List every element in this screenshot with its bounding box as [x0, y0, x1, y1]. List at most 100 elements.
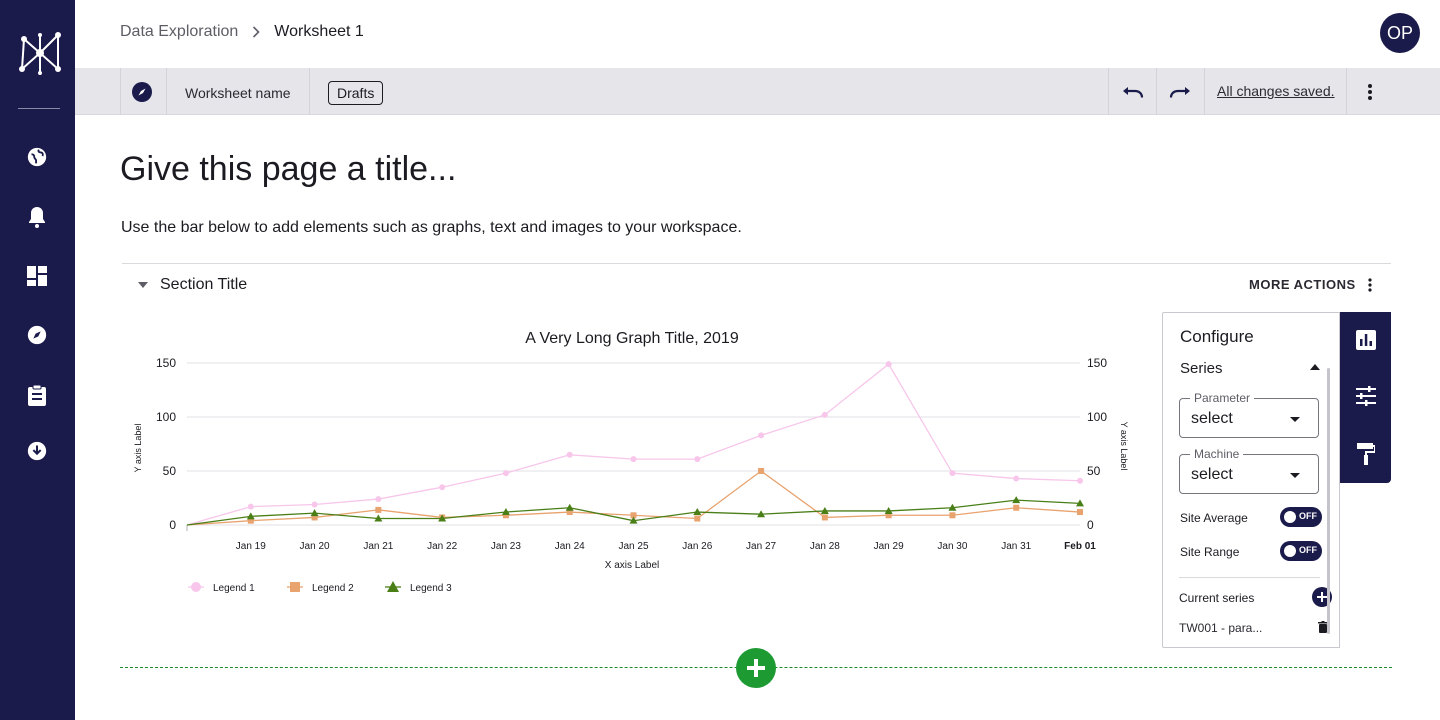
chart-series: [186, 361, 1084, 526]
chart-config-button[interactable]: [1354, 328, 1378, 352]
drafts-button[interactable]: Drafts: [328, 81, 384, 105]
dashboard-icon: [27, 266, 47, 286]
x-tick-label: Jan 24: [555, 541, 585, 552]
site-range-label: Site Range: [1180, 545, 1240, 559]
configure-divider: [1179, 577, 1320, 578]
chart-title: A Very Long Graph Title, 2019: [525, 330, 739, 347]
style-button[interactable]: [1354, 442, 1378, 466]
dropdown-arrow-icon: [1290, 473, 1300, 478]
x-tick-label: Jan 31: [1001, 541, 1031, 552]
series-label: Series: [1180, 360, 1223, 377]
data-point: [1076, 499, 1084, 507]
machine-select[interactable]: Machine select: [1179, 447, 1319, 494]
toolbar-divider: [1108, 68, 1109, 115]
y-tick-label: 150: [156, 356, 176, 370]
clipboard-icon: [28, 384, 46, 406]
series-collapse-toggle[interactable]: Series: [1180, 360, 1320, 377]
sidebar-item-download[interactable]: [25, 439, 49, 463]
breadcrumb-data-exploration[interactable]: Data Exploration: [120, 23, 239, 40]
data-point: [246, 512, 255, 520]
data-point: [501, 508, 510, 516]
delete-series-button[interactable]: [1318, 621, 1328, 636]
configure-panel: Configure Series Parameter select Machin…: [1162, 312, 1340, 648]
data-point: [565, 503, 574, 511]
site-average-toggle[interactable]: OFF: [1280, 507, 1322, 527]
x-axis: Jan 19 Jan 20 Jan 21 Jan 22 Jan 23 Jan 24 Jan …: [236, 541, 1097, 552]
sidebar: [0, 0, 75, 720]
explore-button[interactable]: [132, 82, 152, 102]
data-point: [693, 508, 702, 516]
toolbar-more-button[interactable]: [1358, 80, 1382, 104]
series-3: [186, 496, 1084, 526]
series-item-label: TW001 - para...: [1179, 621, 1263, 635]
data-point: [375, 496, 382, 503]
data-point: [630, 456, 637, 463]
data-point: [694, 456, 701, 463]
machine-label: Machine: [1190, 447, 1244, 461]
legend-label: Legend 3: [410, 583, 452, 594]
redo-button[interactable]: [1168, 80, 1192, 104]
machine-value: select: [1191, 466, 1233, 483]
data-point: [1013, 504, 1020, 511]
sidebar-item-dashboard[interactable]: [25, 264, 49, 288]
x-tick-label: Jan 22: [427, 541, 457, 552]
sidebar-item-globe[interactable]: [25, 145, 49, 169]
more-actions-button[interactable]: MORE ACTIONS: [1249, 277, 1372, 292]
page-subtitle: Use the bar below to add elements such a…: [121, 219, 742, 236]
data-point: [375, 506, 382, 513]
data-point: [566, 451, 573, 458]
plus-icon: [1317, 592, 1327, 602]
data-point: [694, 515, 701, 522]
legend-item[interactable]: Legend 2: [287, 582, 354, 594]
data-point: [247, 517, 254, 524]
network-logo[interactable]: [16, 29, 64, 77]
toggle-knob: [1284, 511, 1296, 523]
section-title[interactable]: Section Title: [160, 276, 248, 293]
site-range-state: OFF: [1299, 545, 1317, 555]
add-element-button[interactable]: [736, 648, 776, 688]
more-vert-icon: [1368, 277, 1372, 292]
worksheet-name-field[interactable]: Worksheet name: [185, 85, 291, 101]
configure-title: Configure: [1180, 327, 1254, 346]
x-tick-label: Jan 27: [746, 541, 776, 552]
undo-icon: [1123, 87, 1144, 98]
redo-icon: [1169, 87, 1190, 98]
caret-down-icon[interactable]: [138, 282, 148, 288]
page-title[interactable]: Give this page a title...: [120, 150, 457, 188]
data-point: [566, 509, 573, 516]
toolbar-divider: [1204, 68, 1205, 115]
section-header[interactable]: Section Title: [138, 276, 247, 294]
data-point: [758, 468, 765, 474]
configure-rail: [1340, 312, 1391, 483]
x-tick-label: Jan 23: [491, 541, 521, 552]
legend-item[interactable]: Legend 1: [188, 582, 255, 594]
avatar[interactable]: OP: [1380, 13, 1420, 53]
sidebar-item-explore[interactable]: [25, 323, 49, 347]
y-tick-label-right: 0: [1087, 518, 1094, 532]
configure-scrollbar[interactable]: [1327, 368, 1330, 634]
y-tick-label-right: 100: [1087, 410, 1107, 424]
save-status-link[interactable]: All changes saved.: [1217, 83, 1335, 99]
data-point: [1012, 496, 1021, 504]
legend-item[interactable]: Legend 3: [385, 581, 452, 594]
x-tick-label: Jan 26: [682, 541, 712, 552]
parameter-select[interactable]: Parameter select: [1179, 391, 1319, 438]
sidebar-item-notifications[interactable]: [25, 205, 49, 229]
series-list-item[interactable]: TW001 - para...: [1179, 621, 1328, 635]
x-tick-label: Jan 20: [300, 541, 330, 552]
sidebar-item-reports[interactable]: [25, 383, 49, 407]
data-point: [191, 582, 201, 592]
data-point: [757, 510, 766, 518]
filters-button[interactable]: [1354, 384, 1378, 408]
data-point: [1077, 509, 1083, 516]
x-tick-label: Feb 01: [1064, 541, 1096, 552]
data-point: [884, 506, 893, 514]
more-actions-label: MORE ACTIONS: [1249, 277, 1356, 292]
site-range-toggle[interactable]: OFF: [1280, 541, 1322, 561]
series-2: [186, 468, 1083, 526]
undo-button[interactable]: [1121, 80, 1145, 104]
data-point: [1013, 475, 1020, 482]
x-tick-label: Jan 30: [937, 541, 967, 552]
series-1: [186, 361, 1083, 526]
section-divider: [122, 263, 1391, 264]
